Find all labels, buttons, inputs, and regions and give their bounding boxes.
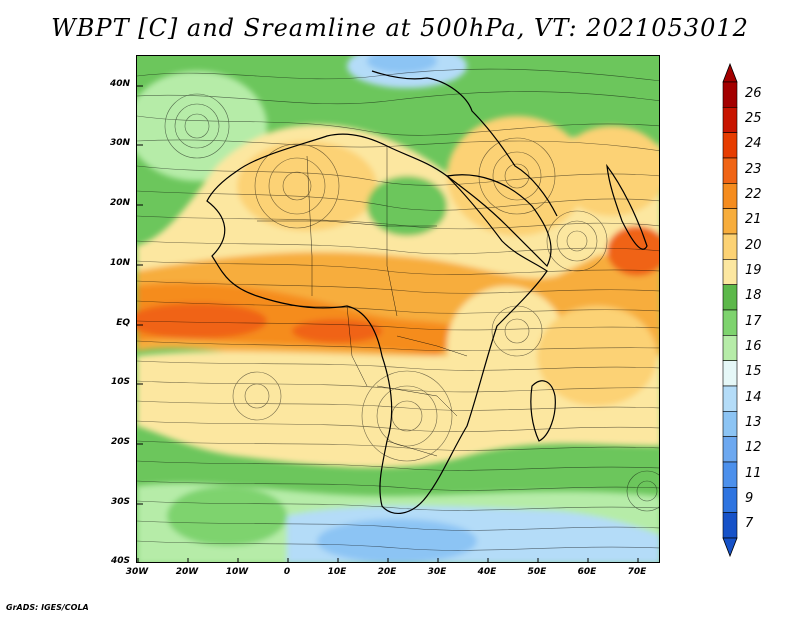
colorbar-cell [722, 259, 738, 285]
colorbar-cell [722, 157, 738, 184]
lon-label-0: 0 [283, 567, 291, 577]
africa-coast [206, 133, 548, 514]
colorbar-cell [722, 81, 738, 108]
lat-label-40s: 40S [110, 556, 130, 566]
lat-label-30n: 30N [109, 138, 130, 148]
colorbar-label: 16 [745, 339, 762, 354]
colorbar-cell [722, 309, 738, 336]
lat-label-20n: 20N [109, 198, 130, 208]
lat-label-10s: 10S [110, 377, 130, 387]
colorbar-bottom-arrow [722, 537, 738, 558]
colorbar-cell [722, 360, 738, 387]
lon-label-30e: 30E [427, 567, 447, 577]
colorbar-label: 26 [745, 85, 762, 101]
axis-ticks [137, 85, 639, 562]
colorbar-label: 23 [745, 161, 762, 177]
colorbar-cell [722, 284, 738, 311]
colorbar-label: 18 [745, 288, 762, 304]
colorbar-cell [722, 183, 738, 209]
colorbar-label: 22 [745, 187, 762, 202]
grads-credit: GrADS: IGES/COLA [6, 603, 89, 612]
madagascar-coast [530, 380, 556, 442]
lat-label-eq: EQ [116, 318, 130, 328]
colorbar-label: 19 [745, 263, 762, 278]
colorbar-label: 20 [745, 237, 762, 253]
lon-label-60e: 60E [577, 567, 597, 577]
lat-label-10n: 10N [109, 258, 130, 268]
colorbar-cell [722, 107, 738, 133]
lon-label-30w: 30W [125, 567, 149, 577]
colorbar-label: 21 [745, 212, 762, 228]
colorbar-label: 14 [745, 389, 762, 405]
colorbar-label: 7 [745, 516, 754, 532]
lon-label-10e: 10E [327, 567, 347, 577]
lon-label-40e: 40E [477, 567, 497, 577]
colorbar-cell [722, 512, 738, 539]
colorbar [722, 62, 738, 558]
colorbar-cell [722, 487, 738, 513]
lon-label-20w: 20W [175, 567, 199, 577]
colorbar-cell [722, 385, 738, 412]
arabia-coast [445, 174, 552, 268]
lat-label-40n: 40N [109, 79, 130, 89]
colorbar-cell [722, 461, 738, 488]
colorbar-cell [722, 233, 738, 260]
map-plot-area [136, 55, 660, 563]
lon-label-10w: 10W [225, 567, 249, 577]
colorbar-cell [722, 411, 738, 437]
colorbar-label: 11 [745, 465, 762, 481]
lon-label-70e: 70E [627, 567, 647, 577]
colorbar-label: 24 [745, 136, 762, 152]
colorbar-cell [722, 208, 738, 235]
coastlines [206, 70, 648, 514]
colorbar-cells [722, 62, 738, 558]
europe-coast [371, 70, 558, 217]
colorbar-top-arrow [722, 62, 738, 83]
lon-label-20e: 20E [377, 567, 397, 577]
lon-label-50e: 50E [527, 567, 547, 577]
lat-label-20s: 20S [110, 437, 130, 447]
colorbar-label: 12 [745, 440, 762, 456]
colorbar-label: 25 [745, 111, 762, 126]
colorbar-cell [722, 132, 738, 159]
colorbar-label: 17 [745, 313, 762, 329]
lat-label-30s: 30S [110, 497, 130, 507]
map-title: WBPT [C] and Sreamline at 500hPa, VT: 20… [51, 14, 749, 42]
wbpt-field-map [137, 56, 659, 562]
colorbar-label: 13 [745, 415, 762, 430]
colorbar-cell [722, 335, 738, 361]
country-borders [257, 146, 468, 457]
colorbar-cell [722, 436, 738, 463]
india-coast [606, 163, 648, 250]
colorbar-label: 15 [745, 364, 762, 380]
colorbar-label: 9 [745, 491, 754, 506]
